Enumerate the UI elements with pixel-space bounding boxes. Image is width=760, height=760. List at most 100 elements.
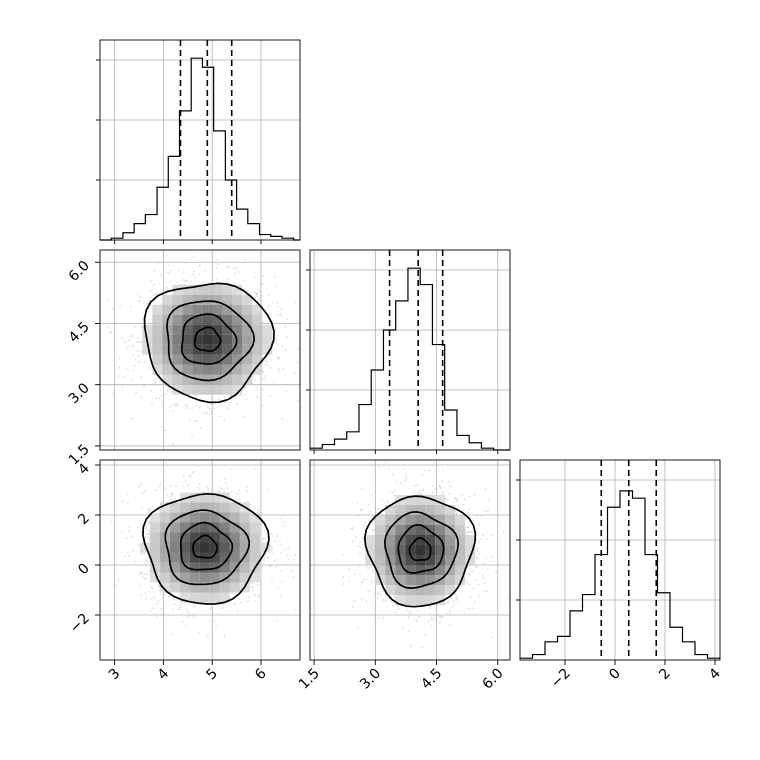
sample-point: [490, 556, 493, 558]
sample-point: [179, 606, 182, 609]
sample-point: [211, 412, 214, 415]
density-cell: [192, 334, 203, 345]
density-cell: [179, 562, 190, 573]
sample-point: [121, 531, 123, 534]
density-cell: [435, 585, 446, 595]
density-cell: [189, 552, 200, 563]
sample-point: [143, 384, 145, 387]
density-cell: [405, 565, 416, 575]
sample-point: [236, 402, 239, 405]
sample-point: [454, 596, 457, 599]
sample-point: [467, 607, 470, 610]
sample-point: [209, 619, 212, 622]
density-cell: [405, 525, 416, 535]
sample-point: [247, 500, 249, 502]
sample-point: [484, 509, 487, 512]
density-cell: [445, 555, 456, 565]
sample-point: [171, 492, 174, 495]
sample-point: [245, 398, 248, 400]
sample-point: [396, 605, 399, 607]
density-cell: [162, 364, 173, 375]
sample-point: [140, 350, 142, 353]
sample-point: [405, 475, 407, 478]
density-cell: [139, 542, 150, 553]
density-cell: [182, 384, 193, 395]
sample-point: [391, 492, 394, 495]
sample-point: [254, 599, 257, 602]
sample-point: [478, 552, 481, 555]
sample-point: [404, 480, 407, 482]
sample-point: [433, 614, 436, 617]
density-cell: [172, 354, 183, 365]
density-cell: [152, 354, 163, 365]
sample-point: [249, 504, 252, 507]
density-cell: [172, 324, 183, 335]
sample-point: [242, 395, 245, 397]
density-cell: [385, 515, 396, 525]
sample-point: [441, 493, 443, 495]
sample-point: [146, 557, 149, 560]
sample-point: [284, 325, 287, 327]
sample-point: [246, 600, 249, 603]
sample-point: [139, 296, 142, 298]
sample-point: [127, 502, 129, 504]
sample-point: [218, 490, 220, 493]
sample-point: [350, 527, 353, 530]
sample-point: [382, 599, 385, 601]
density-cell: [142, 324, 153, 335]
sample-point: [398, 608, 401, 610]
density-cell: [212, 314, 223, 325]
sample-point: [455, 497, 458, 500]
sample-point: [278, 368, 280, 370]
sample-point: [484, 488, 487, 491]
density-cell: [189, 542, 200, 553]
density-cell: [242, 344, 253, 355]
sample-point: [377, 597, 379, 600]
density-cell: [239, 532, 250, 543]
sample-point: [431, 492, 434, 494]
sample-point: [422, 473, 424, 476]
sample-point: [147, 561, 149, 563]
sample-point: [234, 498, 236, 501]
sample-point: [409, 612, 412, 614]
density-cell: [189, 592, 200, 603]
sample-point: [463, 611, 466, 614]
density-cell: [395, 525, 406, 535]
sample-point: [270, 549, 273, 551]
density-cell: [385, 555, 396, 565]
sample-point: [170, 494, 173, 496]
density-cell: [202, 354, 213, 365]
sample-point: [145, 597, 148, 600]
sample-point: [212, 489, 215, 491]
sample-point: [159, 483, 162, 486]
sample-point: [145, 527, 148, 530]
density-cell: [435, 525, 446, 535]
sample-point: [477, 583, 480, 586]
sample-point: [455, 594, 458, 597]
density-cell: [189, 502, 200, 513]
sample-point: [137, 300, 140, 303]
density-cell: [242, 364, 253, 375]
sample-point: [132, 354, 135, 357]
sample-point: [441, 480, 443, 483]
sample-point: [113, 572, 116, 574]
density-cell: [222, 374, 233, 385]
density-cell: [182, 314, 193, 325]
density-cell: [222, 344, 233, 355]
sample-point: [144, 536, 147, 539]
sample-point: [270, 359, 273, 361]
sample-point: [124, 341, 126, 343]
sample-point: [204, 269, 207, 271]
sample-point: [255, 386, 258, 389]
sample-point: [392, 604, 395, 607]
density-cell: [445, 585, 456, 595]
sample-point: [223, 401, 226, 404]
sample-point: [111, 307, 114, 310]
sample-point: [359, 546, 361, 548]
density-cell: [192, 324, 203, 335]
sample-point: [260, 566, 263, 569]
density-panel-2: [341, 461, 510, 649]
density-cell: [405, 505, 416, 515]
sample-point: [118, 366, 121, 369]
